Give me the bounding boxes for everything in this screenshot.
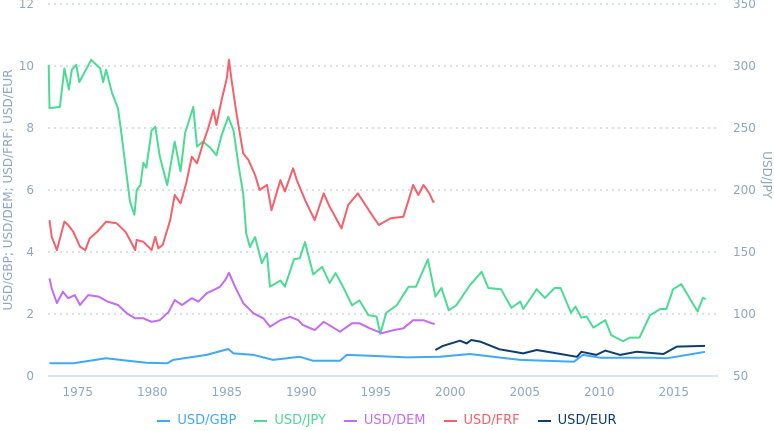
y2-tick-label: 300 [733,59,756,73]
y2-tick-label: 100 [733,307,756,321]
x-tick-label: 2015 [659,385,690,399]
y-tick-label: 4 [26,245,34,259]
x-tick-label: 1980 [137,385,168,399]
legend-item-usd-frf[interactable]: USD/FRF [443,413,520,428]
y-axis-ticks: 0 2 4 6 8 10 12 [19,0,34,383]
legend-item-usd-jpy[interactable]: USD/JPY [254,413,326,428]
y-tick-label: 8 [26,121,34,135]
x-tick-label: 1995 [361,385,392,399]
y-tick-label: 12 [19,0,34,11]
legend-item-usd-dem[interactable]: USD/DEM [343,413,426,428]
series-line-usd-eur [434,339,706,358]
legend-swatch [537,419,551,422]
y2-tick-label: 250 [733,121,756,135]
y2-tick-label: 350 [733,0,756,11]
y-tick-label: 10 [19,59,34,73]
gridlines [48,3,718,377]
x-axis-ticks: 1975 1980 1985 1990 1995 2000 2005 2010 2015 [63,385,690,399]
legend: USD/GBP USD/JPY USD/DEM USD/FRF USD/EUR [0,413,774,428]
y-tick-label: 6 [26,183,34,197]
legend-label: USD/JPY [274,413,326,428]
legend-item-usd-gbp[interactable]: USD/GBP [157,413,236,428]
series-line-usd-frf [48,58,435,252]
x-tick-label: 2010 [584,385,615,399]
legend-swatch [254,419,268,422]
series-lines [47,58,707,365]
series-line-usd-dem [48,271,435,335]
legend-label: USD/FRF [463,413,520,428]
legend-swatch [157,419,171,422]
y2-tick-label: 150 [733,245,756,259]
series-line-usd-gbp [49,348,706,365]
y2-axis-ticks: 50 100 150 200 250 300 350 [733,0,756,383]
series-line-usd-jpy [47,58,707,343]
chart: 1975 1980 1985 1990 1995 2000 2005 2010 2015 0 2 4… [1,0,774,399]
x-tick-label: 1985 [212,385,243,399]
legend-label: USD/DEM [363,413,426,428]
legend-swatch [343,419,357,422]
legend-item-usd-eur[interactable]: USD/EUR [537,413,617,428]
legend-label: USD/GBP [177,413,237,428]
x-tick-label: 2000 [435,385,466,399]
y2-tick-label: 200 [733,183,756,197]
y2-tick-label: 50 [733,369,748,383]
x-tick-label: 1990 [286,385,317,399]
legend-swatch [443,419,457,422]
y-tick-label: 0 [26,369,34,383]
y-axis-title: USD/GBP; USD/DEM; USD/FRF; USD/EUR [1,69,15,310]
x-tick-label: 2005 [510,385,541,399]
legend-label: USD/EUR [557,413,617,428]
x-tick-label: 1975 [63,385,94,399]
y2-axis-title: USD/JPY [760,151,774,199]
y-tick-label: 2 [26,307,34,321]
